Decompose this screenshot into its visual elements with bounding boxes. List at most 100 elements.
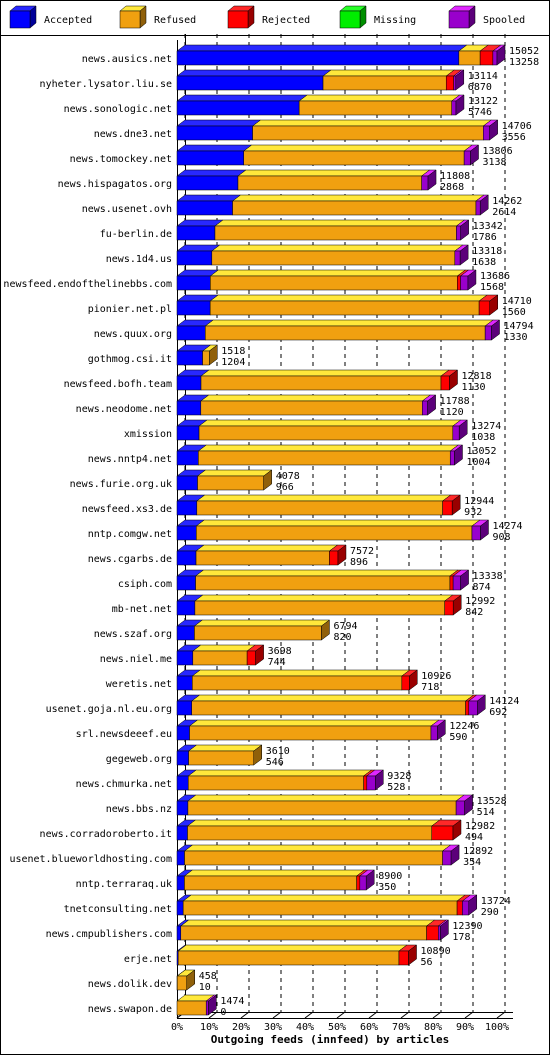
bar-side (452, 819, 462, 841)
bar-segment (176, 350, 203, 366)
total-label: 15052 (509, 46, 539, 57)
bar-segment (196, 500, 443, 516)
bar-segment (209, 300, 480, 316)
bar-segment (176, 850, 185, 866)
bar-segment (456, 900, 463, 916)
bar-segment (359, 875, 367, 891)
bar-segment (243, 150, 465, 166)
bar-segment (444, 600, 454, 616)
accepted-label: 1120 (440, 407, 464, 418)
x-tick-label: 50% (328, 1022, 346, 1033)
accepted-label: 56 (421, 957, 433, 968)
bar-segment (455, 800, 465, 816)
accepted-label: 966 (276, 482, 294, 493)
bar-segment (176, 450, 199, 466)
bar-top (183, 844, 452, 852)
y-tick-label: usenet.goja.nl.eu.org (46, 704, 172, 715)
bar-segment (176, 675, 193, 691)
bar-top (196, 494, 452, 502)
accepted-label: 896 (350, 557, 368, 568)
bar-side (455, 94, 465, 116)
accepted-label: 1130 (462, 382, 486, 393)
bar-segment (176, 475, 198, 491)
bar-segment (176, 500, 198, 516)
bar-segment (252, 125, 484, 141)
y-tick-label: news.tomockey.net (70, 154, 172, 165)
accepted-label: 1568 (480, 282, 504, 293)
bar-segment (192, 650, 248, 666)
bar-segment (176, 400, 202, 416)
accepted-label: 5746 (468, 107, 492, 118)
y-tick-label: news.niel.me (100, 654, 172, 665)
x-tick-label: 90% (456, 1022, 474, 1033)
bar-segment (176, 600, 196, 616)
bar-segment (462, 900, 470, 916)
x-tick (304, 1011, 314, 1019)
accepted-label: 1560 (502, 307, 526, 318)
bar-side (321, 619, 330, 641)
bar-top (195, 544, 339, 552)
bar-side (455, 69, 465, 91)
bar-top (176, 69, 332, 77)
y-tick-label: news.quux.org (94, 329, 172, 340)
bar-top (192, 644, 256, 652)
bar-top (176, 194, 242, 202)
y-tick-label: news.chmurka.net (76, 779, 172, 790)
y-tick-label: news.bbs.nz (106, 804, 172, 815)
bar-segment (449, 575, 454, 591)
y-tick-label: news.ausics.net (82, 54, 172, 65)
bar-segment (176, 125, 253, 141)
legend-label: Rejected (262, 15, 310, 26)
total-label: 13274 (471, 421, 501, 432)
total-label: 10890 (421, 946, 451, 957)
accepted-label: 590 (449, 732, 467, 743)
y-tick-label: news.1d4.us (106, 254, 172, 265)
bar-side (409, 669, 418, 691)
bar-side (450, 844, 460, 866)
accepted-label: 13258 (509, 57, 539, 68)
bar-side (440, 919, 449, 941)
bar-segment (475, 200, 481, 216)
bar-top (176, 144, 253, 152)
accepted-label: 514 (477, 807, 495, 818)
accepted-label: 842 (465, 607, 483, 618)
bar-segment (232, 200, 477, 216)
x-tick (272, 1011, 282, 1019)
bar-segment (176, 575, 196, 591)
bar-top (196, 469, 273, 477)
bar-top (187, 769, 373, 777)
total-label: 14710 (502, 296, 532, 307)
bar-segment (195, 550, 330, 566)
total-label: 14706 (502, 121, 532, 132)
x-tick (496, 1011, 506, 1019)
bar-side (454, 444, 463, 466)
total-label: 12390 (452, 921, 482, 932)
bar-top (195, 519, 481, 527)
bar-segment (176, 975, 187, 991)
x-tick-label: 100% (485, 1022, 509, 1033)
bar-segment (176, 875, 185, 891)
bar-side (427, 169, 437, 191)
total-label: 12892 (463, 846, 493, 857)
bar-side (489, 294, 498, 316)
total-label: 10926 (421, 671, 451, 682)
x-tick-label: 70% (392, 1022, 410, 1033)
bar-segment (458, 50, 481, 66)
accepted-label: 3556 (502, 132, 526, 143)
bar-segment (422, 400, 428, 416)
bar-segment (198, 450, 451, 466)
accepted-label: 744 (268, 657, 286, 668)
accepted-label: 2868 (440, 182, 464, 193)
bar-segment (454, 250, 461, 266)
x-tick-label: 30% (264, 1022, 282, 1033)
bar-segment (187, 800, 457, 816)
bar-segment (194, 600, 445, 616)
y-tick-label: news.dolik.dev (88, 979, 172, 990)
bar-segment (200, 400, 423, 416)
bar-segment (398, 950, 409, 966)
bar-segment (176, 375, 202, 391)
legend-label: Missing (374, 15, 416, 26)
bar-top (176, 169, 247, 177)
total-label: 13318 (472, 246, 502, 257)
